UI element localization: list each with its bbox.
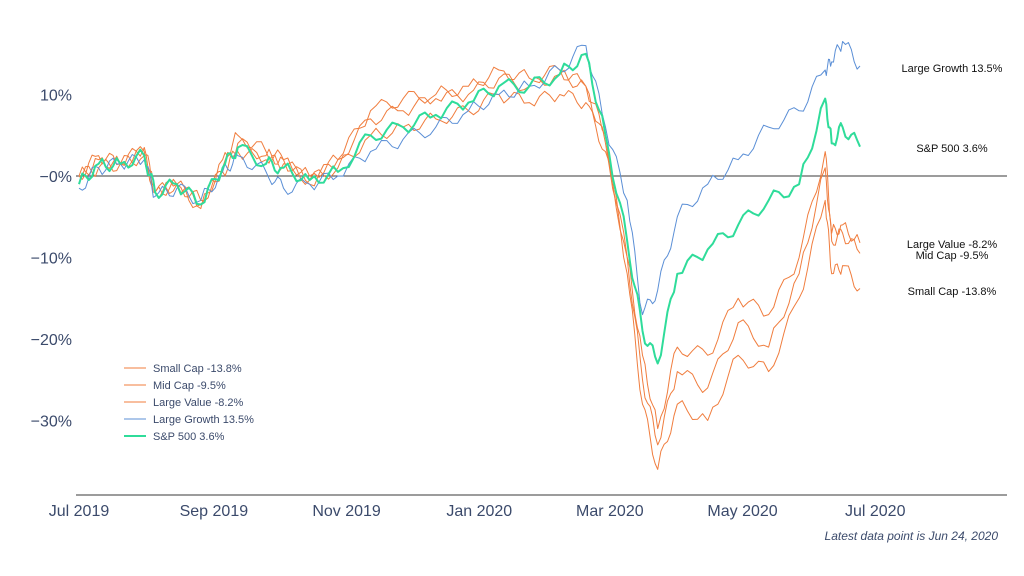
legend-entry[interactable]: Mid Cap -9.5% bbox=[153, 380, 226, 392]
legend-entry[interactable]: Large Growth 13.5% bbox=[153, 414, 254, 426]
x-tick-label: May 2020 bbox=[707, 503, 777, 520]
x-tick-label: Nov 2019 bbox=[312, 503, 381, 520]
series-lines bbox=[78, 41, 861, 470]
y-tick-label: 10% bbox=[40, 88, 72, 105]
end-label: Large Growth 13.5% bbox=[902, 63, 1003, 75]
series-line-0 bbox=[78, 65, 861, 470]
y-tick-label: −30% bbox=[31, 414, 72, 431]
end-label: S&P 500 3.6% bbox=[916, 143, 988, 155]
x-tick-label: Jul 2020 bbox=[845, 503, 906, 520]
x-tick-label: Sep 2019 bbox=[180, 503, 249, 520]
x-tick-label: Jan 2020 bbox=[446, 503, 512, 520]
y-axis-ticks: 10% −0% −10% −20% −30% bbox=[31, 88, 72, 431]
legend-entry[interactable]: Large Value -8.2% bbox=[153, 397, 244, 409]
y-tick-label: −10% bbox=[31, 251, 72, 268]
end-labels: Large Growth 13.5% S&P 500 3.6% Large Valu… bbox=[902, 63, 1003, 298]
series-line-2 bbox=[78, 90, 861, 430]
series-line-3 bbox=[78, 41, 861, 316]
series-line-4 bbox=[78, 52, 861, 365]
end-label: Mid Cap -9.5% bbox=[916, 250, 989, 262]
end-label: Large Value -8.2% bbox=[907, 239, 998, 251]
legend[interactable]: Small Cap -13.8% Mid Cap -9.5% Large Value… bbox=[124, 363, 254, 443]
end-label: Small Cap -13.8% bbox=[908, 286, 997, 298]
x-tick-label: Mar 2020 bbox=[576, 503, 644, 520]
footnote: Latest data point is Jun 24, 2020 bbox=[825, 529, 999, 543]
legend-entry[interactable]: Small Cap -13.8% bbox=[153, 363, 242, 375]
legend-entry[interactable]: S&P 500 3.6% bbox=[153, 431, 225, 443]
x-tick-label: Jul 2019 bbox=[49, 503, 110, 520]
y-tick-label: −20% bbox=[31, 332, 72, 349]
x-axis-ticks: Jul 2019 Sep 2019 Nov 2019 Jan 2020 Mar 2020… bbox=[49, 503, 906, 520]
y-tick-label: −0% bbox=[40, 169, 72, 186]
